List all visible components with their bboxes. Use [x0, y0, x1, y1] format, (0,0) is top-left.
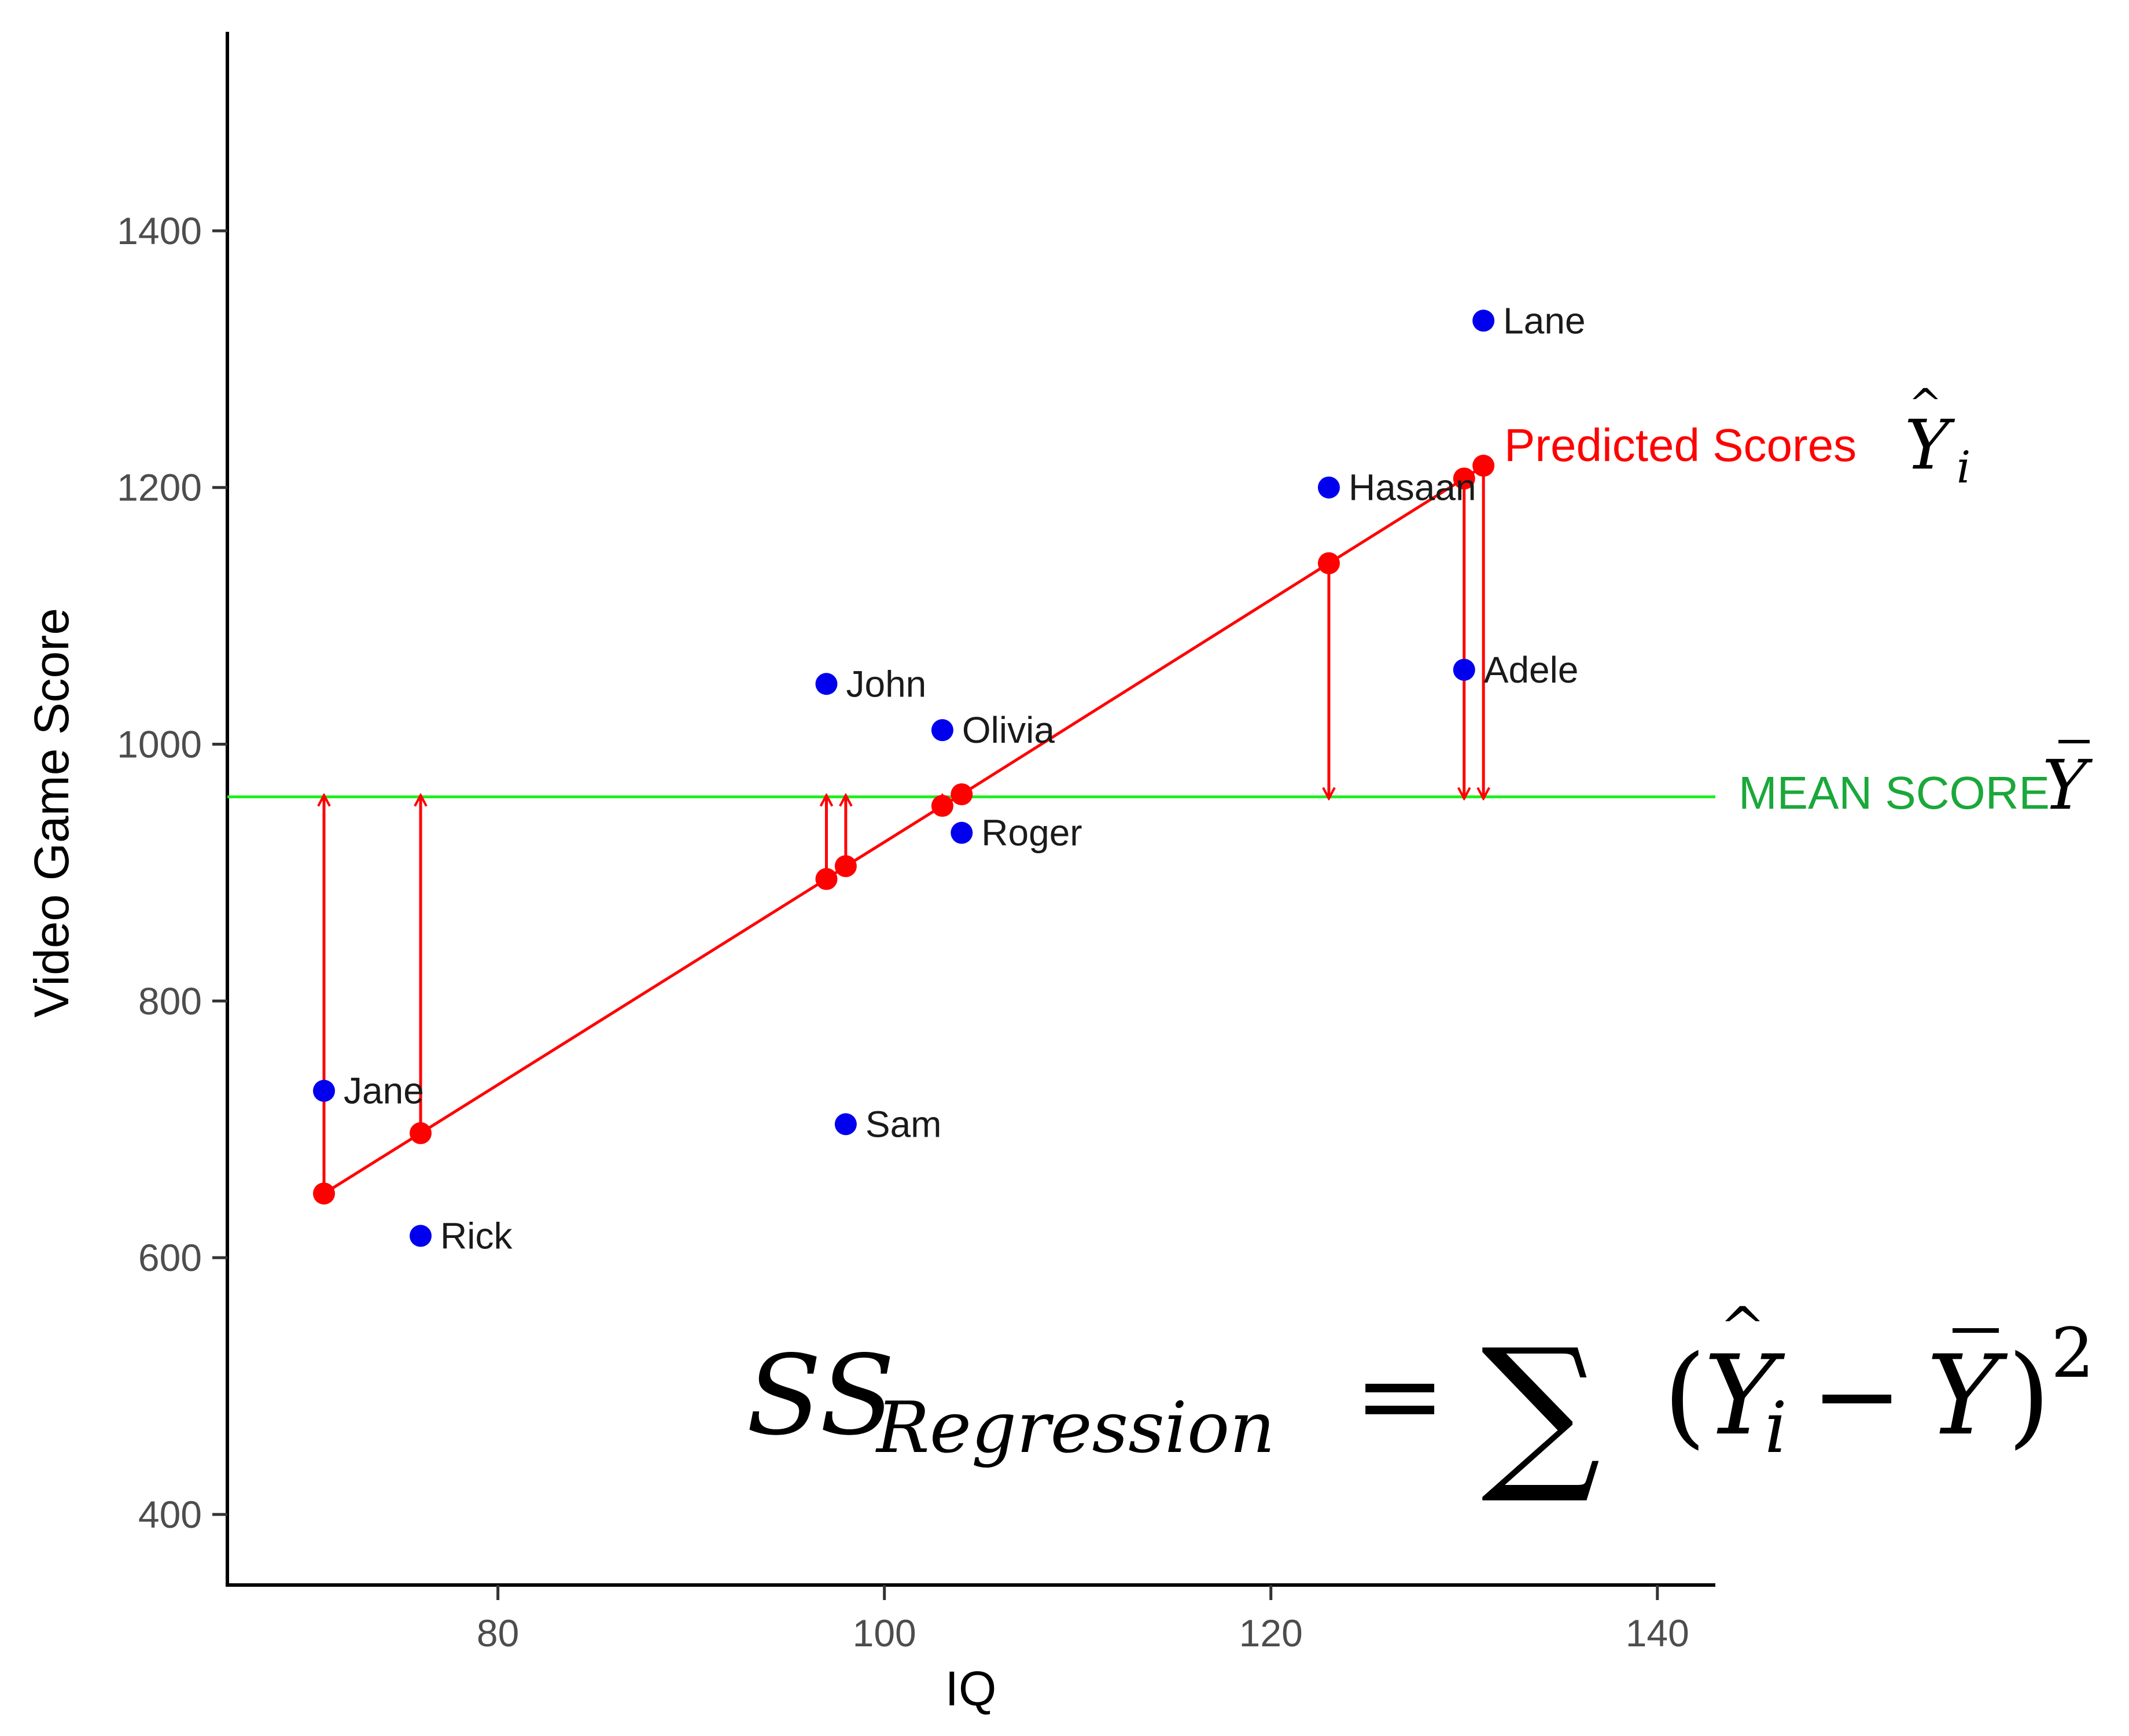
predicted-point	[1317, 552, 1340, 574]
x-tick-label: 80	[477, 1612, 519, 1654]
svg-text:Y: Y	[1927, 1332, 2008, 1459]
point-label: Olivia	[962, 709, 1055, 751]
svg-text:Y: Y	[2042, 745, 2093, 825]
observed-point	[951, 821, 973, 844]
y-tick-label: 1200	[117, 466, 202, 509]
svg-text:i: i	[1957, 441, 1970, 493]
y-tick-label: 600	[138, 1236, 202, 1279]
predicted-point	[815, 868, 838, 890]
deviation-arrows	[324, 466, 1483, 1194]
point-label: Rick	[440, 1215, 513, 1256]
y-bar-symbol: Y	[2042, 740, 2093, 825]
observed-point	[313, 1079, 336, 1102]
observed-point	[1317, 476, 1340, 499]
predicted-point	[931, 795, 953, 817]
svg-text:Regression: Regression	[875, 1387, 1275, 1469]
observed-point	[931, 719, 953, 742]
predicted-point	[1453, 467, 1475, 490]
predicted-points	[313, 455, 1495, 1205]
observed-point	[815, 673, 838, 695]
predicted-point	[951, 783, 973, 806]
observed-point	[1453, 658, 1475, 681]
observed-point	[834, 1113, 857, 1136]
x-ticks: 80 100 120 140	[477, 1585, 1689, 1654]
y-hat-i-symbol: Y ^ i	[1905, 380, 1970, 493]
point-label: Lane	[1503, 300, 1585, 341]
x-tick-label: 100	[853, 1612, 916, 1654]
svg-text:−: −	[1811, 1332, 1903, 1459]
y-ticks: 400 600 800 1000 1200 1400	[117, 209, 227, 1536]
svg-text:^: ^	[1719, 1295, 1766, 1360]
y-tick-label: 1400	[117, 209, 202, 252]
point-labels: Jane Rick John Sam Olivia Roger Hasaan Adele Lan…	[344, 300, 1586, 1256]
y-tick-label: 400	[138, 1493, 202, 1536]
mean-annotation: MEAN SCORE Y	[1738, 740, 2093, 825]
point-label: Sam	[865, 1103, 942, 1145]
regression-line	[323, 464, 1485, 1195]
predicted-point	[1472, 455, 1495, 477]
svg-text:(: (	[1663, 1332, 1706, 1459]
predicted-annotation: Predicted Scores Y ^ i	[1504, 380, 1970, 493]
observed-point	[410, 1225, 432, 1247]
ss-regression-formula: SS Regression = ∑ ( Y ^ i − Y ) 2	[746, 1295, 2094, 1508]
svg-text:^: ^	[1909, 380, 1943, 427]
x-tick-label: 140	[1626, 1612, 1689, 1654]
predicted-point	[313, 1182, 336, 1205]
y-tick-label: 1000	[117, 723, 202, 766]
y-axis-title: Video Game Score	[24, 608, 79, 1018]
svg-text:Y: Y	[1704, 1332, 1785, 1459]
svg-text:2: 2	[2051, 1313, 2094, 1393]
svg-text:∑: ∑	[1481, 1313, 1601, 1508]
x-tick-label: 120	[1239, 1612, 1303, 1654]
svg-text:): )	[2008, 1332, 2050, 1459]
observed-points	[313, 309, 1495, 1247]
predicted-scores-label: Predicted Scores	[1504, 419, 1857, 471]
predicted-point	[834, 855, 857, 878]
mean-score-label: MEAN SCORE	[1738, 767, 2050, 819]
svg-text:i: i	[1765, 1387, 1787, 1469]
svg-text:=: =	[1354, 1332, 1446, 1459]
x-axis-title: IQ	[945, 1661, 997, 1716]
observed-point	[1472, 309, 1495, 332]
svg-text:SS: SS	[746, 1332, 895, 1459]
svg-text:Y: Y	[1905, 405, 1955, 485]
point-label: Adele	[1484, 649, 1579, 691]
predicted-point	[410, 1122, 432, 1144]
point-label: John	[846, 663, 926, 705]
point-label: Hasaan	[1349, 467, 1476, 508]
y-tick-label: 800	[138, 979, 202, 1022]
point-label: Jane	[344, 1070, 424, 1112]
axes	[226, 32, 1715, 1587]
point-label: Roger	[981, 812, 1082, 854]
